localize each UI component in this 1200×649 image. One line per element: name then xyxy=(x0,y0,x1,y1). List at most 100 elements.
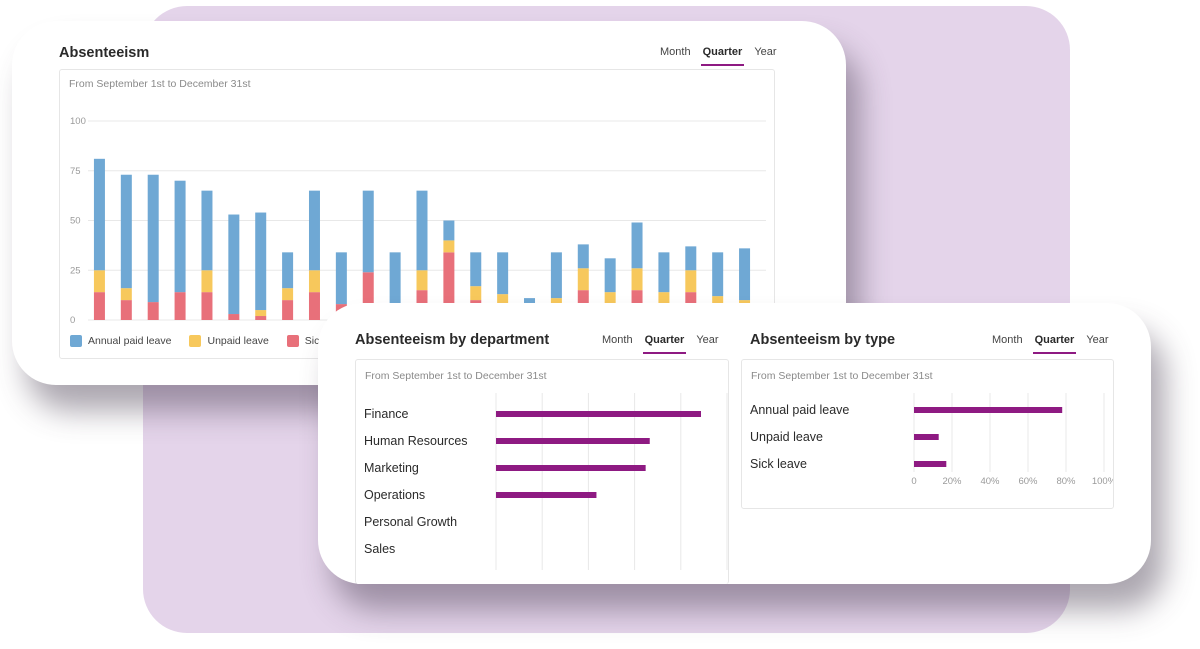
bar-sick-leave[interactable] xyxy=(362,272,374,320)
absenteeism-stacked-chart: 0 25 50 75 100 xyxy=(70,116,766,326)
type-bar[interactable] xyxy=(914,461,947,467)
legend-item-unpaid: Unpaid leave xyxy=(189,335,269,347)
absenteeism-subtitle: From September 1st to December 31st xyxy=(69,78,251,90)
bar-sick-leave[interactable] xyxy=(282,300,294,320)
bar-annual-paid-leave[interactable] xyxy=(174,180,186,293)
bar-unpaid-leave[interactable] xyxy=(93,270,105,293)
bar-annual-paid-leave[interactable] xyxy=(443,220,455,241)
bar-unpaid-leave[interactable] xyxy=(497,294,509,307)
bar-unpaid-leave[interactable] xyxy=(712,296,724,307)
legend-item-annual: Annual paid leave xyxy=(70,335,171,347)
bar-unpaid-leave[interactable] xyxy=(631,268,643,291)
by-type-chart: 0 20% 40% 60% 80% 100% Annual paid leave Unpaid… xyxy=(750,393,1113,487)
bar-unpaid-leave[interactable] xyxy=(577,268,589,291)
bar-annual-paid-leave[interactable] xyxy=(362,190,374,273)
type-bar[interactable] xyxy=(914,434,939,440)
bar-annual-paid-leave[interactable] xyxy=(604,258,616,293)
department-label: Sales xyxy=(364,542,395,556)
absenteeism-tabs: Month Quarter Year xyxy=(660,46,777,66)
legend-label-unpaid: Unpaid leave xyxy=(207,335,269,347)
bar-sick-leave[interactable] xyxy=(120,300,132,320)
bar-sick-leave[interactable] xyxy=(93,292,105,320)
bar-unpaid-leave[interactable] xyxy=(282,288,294,301)
bar-annual-paid-leave[interactable] xyxy=(739,248,751,301)
type-label: Unpaid leave xyxy=(750,430,823,444)
bar-unpaid-leave[interactable] xyxy=(308,270,320,293)
by-department-panel: From September 1st to December 31st Fina… xyxy=(355,359,729,584)
by-department-tabs: Month Quarter Year xyxy=(602,334,719,354)
legend-swatch-sick xyxy=(286,335,299,347)
bar-annual-paid-leave[interactable] xyxy=(93,158,105,271)
bar-sick-leave[interactable] xyxy=(443,252,455,320)
absenteeism-legend: Annual paid leave Unpaid leave Sick leav… xyxy=(70,335,353,347)
tab-month[interactable]: Month xyxy=(992,334,1023,346)
bar-unpaid-leave[interactable] xyxy=(416,270,428,291)
department-bar[interactable] xyxy=(496,465,646,471)
breakdown-card: Absenteeism by department Month Quarter … xyxy=(318,303,1151,584)
bar-unpaid-leave[interactable] xyxy=(255,310,267,317)
department-bar[interactable] xyxy=(496,411,701,417)
legend-swatch-annual xyxy=(70,335,82,347)
bar-annual-paid-leave[interactable] xyxy=(470,252,482,287)
bar-annual-paid-leave[interactable] xyxy=(335,252,347,305)
x-tick-label: 40% xyxy=(980,476,1000,487)
y-tick-label: 25 xyxy=(70,265,81,276)
bar-unpaid-leave[interactable] xyxy=(685,270,697,293)
bar-unpaid-leave[interactable] xyxy=(470,286,482,301)
bar-sick-leave[interactable] xyxy=(174,292,186,320)
bar-annual-paid-leave[interactable] xyxy=(712,252,724,297)
x-tick-label: 80% xyxy=(1056,476,1076,487)
tab-year[interactable]: Year xyxy=(1086,334,1109,346)
y-tick-label: 75 xyxy=(70,166,81,177)
x-tick-label: 100% xyxy=(1092,476,1113,487)
type-bar[interactable] xyxy=(914,407,1063,413)
tab-quarter[interactable]: Quarter xyxy=(700,46,745,66)
bar-annual-paid-leave[interactable] xyxy=(577,244,589,269)
bar-annual-paid-leave[interactable] xyxy=(120,174,132,289)
tab-quarter[interactable]: Quarter xyxy=(642,334,687,354)
tab-month[interactable]: Month xyxy=(602,334,633,346)
legend-swatch-unpaid xyxy=(189,335,202,347)
by-department-chart: Finance Human Resources Marketing Operation… xyxy=(364,393,728,570)
y-tick-label: 100 xyxy=(70,116,86,127)
by-type-title: Absenteeism by type xyxy=(750,332,896,348)
bar-annual-paid-leave[interactable] xyxy=(631,222,643,269)
tab-quarter[interactable]: Quarter xyxy=(1032,334,1077,354)
bar-annual-paid-leave[interactable] xyxy=(658,252,670,293)
bar-annual-paid-leave[interactable] xyxy=(201,190,213,271)
department-bar[interactable] xyxy=(496,492,597,498)
type-label: Sick leave xyxy=(750,457,807,471)
bar-annual-paid-leave[interactable] xyxy=(147,174,159,303)
bar-unpaid-leave[interactable] xyxy=(201,270,213,293)
bar-annual-paid-leave[interactable] xyxy=(389,252,401,315)
bar-unpaid-leave[interactable] xyxy=(604,292,616,305)
x-tick-label: 60% xyxy=(1018,476,1038,487)
bar-annual-paid-leave[interactable] xyxy=(416,190,428,271)
type-label: Annual paid leave xyxy=(750,403,849,417)
tab-month[interactable]: Month xyxy=(660,46,691,58)
bar-sick-leave[interactable] xyxy=(228,314,240,320)
department-bar[interactable] xyxy=(496,438,650,444)
bar-annual-paid-leave[interactable] xyxy=(228,214,240,315)
department-label: Marketing xyxy=(364,461,419,475)
y-tick-label: 0 xyxy=(70,315,75,326)
bar-annual-paid-leave[interactable] xyxy=(685,246,697,271)
bar-sick-leave[interactable] xyxy=(147,302,159,320)
bar-annual-paid-leave[interactable] xyxy=(308,190,320,271)
bar-unpaid-leave[interactable] xyxy=(658,292,670,305)
bar-annual-paid-leave[interactable] xyxy=(282,252,294,289)
y-tick-label: 50 xyxy=(70,216,81,227)
bar-annual-paid-leave[interactable] xyxy=(497,252,509,295)
bar-sick-leave[interactable] xyxy=(201,292,213,320)
bar-unpaid-leave[interactable] xyxy=(443,240,455,253)
bar-annual-paid-leave[interactable] xyxy=(550,252,562,299)
x-tick-label: 0 xyxy=(911,476,916,487)
bar-sick-leave[interactable] xyxy=(255,316,267,320)
tab-year[interactable]: Year xyxy=(754,46,777,58)
bar-annual-paid-leave[interactable] xyxy=(255,212,267,311)
bar-unpaid-leave[interactable] xyxy=(120,288,132,301)
tab-year[interactable]: Year xyxy=(696,334,719,346)
bar-sick-leave[interactable] xyxy=(308,292,320,320)
by-department-title: Absenteeism by department xyxy=(355,332,550,348)
by-type-subtitle: From September 1st to December 31st xyxy=(751,370,933,382)
